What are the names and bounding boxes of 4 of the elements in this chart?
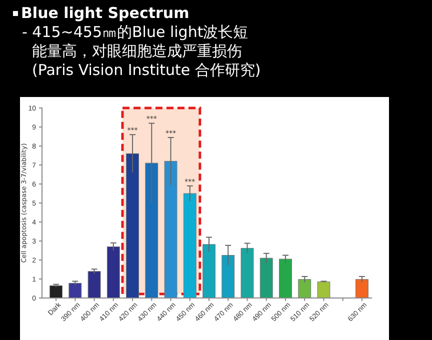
chart-title: Blue light Spectrum (21, 4, 190, 22)
text: (Paris Vision Institute 合作研究) (32, 61, 261, 79)
text: 能量高，对眼细胞造成严重损伤 (32, 42, 242, 60)
chart-subtitle: - 415~455㎚的Blue light波长短 (22, 23, 248, 41)
